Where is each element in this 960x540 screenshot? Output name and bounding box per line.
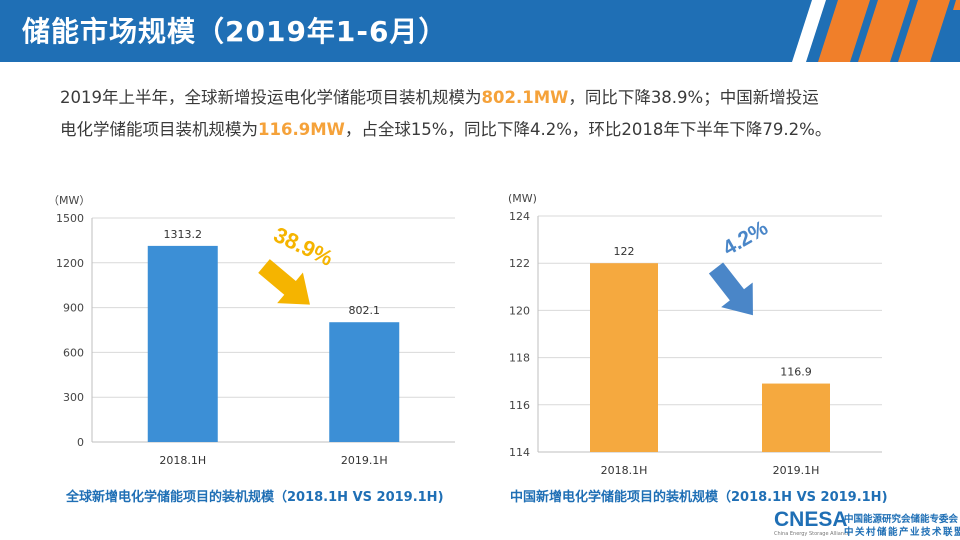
bar [762,383,830,452]
y-tick-label: 116 [509,399,530,412]
data-label: 116.9 [780,366,812,379]
logo-cn-line-2: 中关村储能产业技术联盟 [844,527,960,538]
summary-highlight-global: 802.1MW [481,88,569,107]
data-label: 1313.2 [164,228,203,241]
chart-global-caption: 全球新增电化学储能项目的装机规模（2018.1H VS 2019.1H) [66,490,444,505]
summary-text: 2019年上半年，全球新增投运电化学储能项目装机规模为 [60,88,482,107]
bar [147,245,218,442]
logo-cn-line-1: 中国能源研究会储能专委会 [844,514,959,525]
unit-label: (MW) [508,192,537,205]
chart-global-svg: 0 300 600 900 1200 1500 （MW） 1313.2 2018.1H 802.1… [48,194,455,467]
y-tick-label: 120 [509,304,530,317]
header-stripes [792,0,960,62]
cnesa-logo: CNESA China Energy Storage Alliance 中国能源… [774,508,960,538]
chart-china-caption: 中国新增电化学储能项目的装机规模（2018.1H VS 2019.1H) [510,490,888,505]
summary-text: 电化学储能项目装机规模为 [60,120,258,139]
logo-mark: CNESA [774,508,848,531]
y-tick-label: 122 [509,257,530,270]
y-tick-label: 124 [509,210,530,223]
page-title: 储能市场规模（2019年1-6月） [22,15,448,48]
x-tick-label: 2018.1H [159,454,206,467]
chart-china: 114 116 118 120 122 124 (MW) 122 2018.1H 116.9 201… [490,180,930,480]
decline-percent-label: 38.9% [270,222,337,271]
header-bar: 储能市场规模（2019年1-6月） [0,0,960,62]
summary-line-2: 电化学储能项目装机规模为116.9MW，占全球15%，同比下降4.2%，环比20… [60,114,940,146]
y-tick-label: 600 [63,346,84,359]
x-tick-label: 2019.1H [341,454,388,467]
summary-highlight-china: 116.9MW [258,120,345,139]
y-tick-label: 1200 [56,257,84,270]
y-tick-label: 118 [509,352,530,365]
arrow-shape [258,259,310,305]
chart-china-svg: 114 116 118 120 122 124 (MW) 122 2018.1H 116.9 201… [508,192,882,477]
y-tick-label: 300 [63,391,84,404]
arrow-shape [708,262,753,316]
data-label: 122 [614,245,635,258]
bar [590,263,658,452]
logo-subtitle: China Energy Storage Alliance [774,531,850,537]
decline-arrow [258,259,310,305]
y-tick-label: 900 [63,302,84,315]
summary-paragraph: 2019年上半年，全球新增投运电化学储能项目装机规模为802.1MW，同比下降3… [60,82,940,146]
unit-label: （MW） [48,194,90,207]
decline-arrow [708,262,753,316]
data-label: 802.1 [349,304,381,317]
x-tick-label: 2019.1H [773,464,820,477]
chart-global: 0 300 600 900 1200 1500 （MW） 1313.2 2018.1H 802.1… [20,180,460,480]
summary-text: ，占全球15%，同比下降4.2%，环比2018年下半年下降79.2%。 [344,120,832,139]
y-tick-label: 114 [509,446,530,459]
summary-line-1: 2019年上半年，全球新增投运电化学储能项目装机规模为802.1MW，同比下降3… [60,82,940,114]
bar [329,322,400,442]
y-tick-label: 0 [77,436,84,449]
summary-text: ，同比下降38.9%；中国新增投运 [568,88,819,107]
decline-percent-label: 4.2% [719,216,772,260]
x-tick-label: 2018.1H [601,464,648,477]
y-tick-label: 1500 [56,212,84,225]
